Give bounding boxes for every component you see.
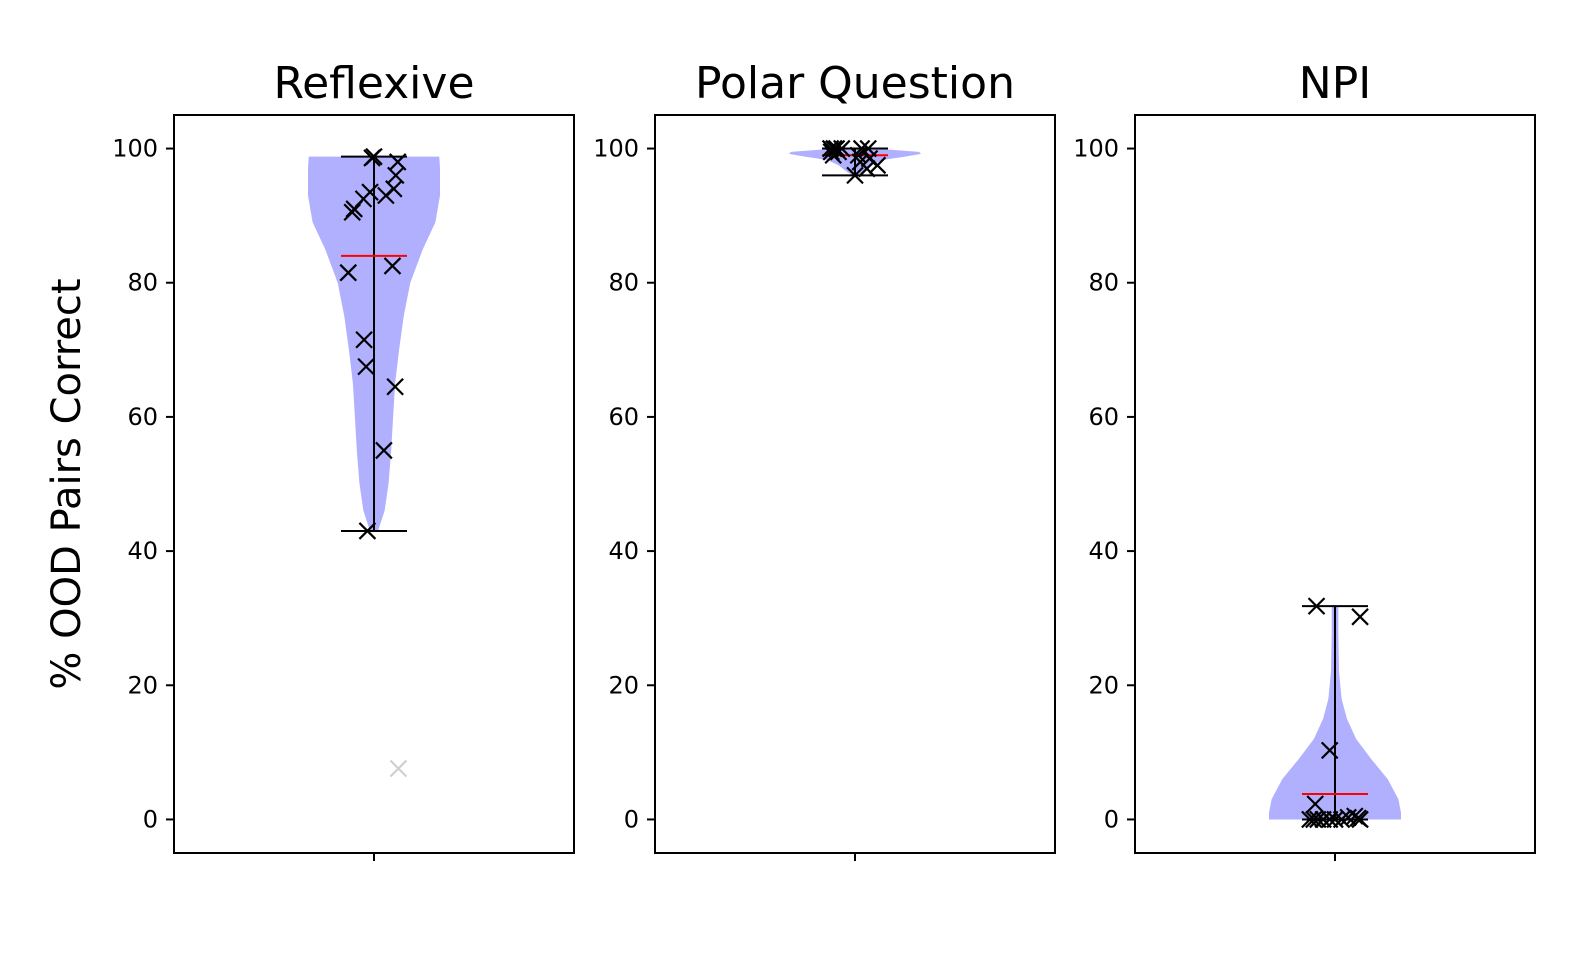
data-point	[849, 146, 868, 165]
y-tick-label: 100	[112, 135, 158, 163]
y-tick-label: 100	[1073, 135, 1119, 163]
chart-panels: Reflexive 0 20 40 60 80 100 Polar Question 0 20 40…	[112, 58, 1536, 861]
y-tick-label: 40	[1088, 537, 1119, 565]
data-point	[357, 357, 375, 376]
data-point	[1301, 810, 1319, 829]
data-point	[363, 149, 381, 167]
y-tick-label: 60	[608, 403, 639, 431]
y-tick-label: 60	[1088, 403, 1119, 431]
chart-panel-1: Polar Question 0 20 40 60 80 100	[593, 58, 1056, 861]
y-tick-label: 20	[1088, 671, 1119, 699]
y-tick-label: 100	[593, 135, 639, 163]
data-point	[383, 257, 402, 275]
y-tick-label: 0	[1104, 805, 1119, 833]
data-point	[343, 203, 361, 222]
data-point	[377, 186, 395, 205]
data-point	[858, 159, 876, 178]
data-point	[375, 441, 393, 460]
y-tick-label: 0	[143, 805, 158, 833]
y-tick-label: 80	[608, 269, 639, 297]
data-point	[355, 330, 373, 349]
data-point	[1351, 810, 1369, 829]
data-point	[824, 146, 842, 165]
y-tick-label: 60	[127, 403, 158, 431]
y-tick-label: 0	[624, 805, 639, 833]
data-point	[358, 522, 377, 540]
data-point	[389, 759, 408, 778]
data-point	[1320, 741, 1339, 760]
y-tick-label: 40	[127, 537, 158, 565]
data-point	[1351, 608, 1369, 626]
y-tick-label: 20	[608, 671, 639, 699]
chart-title: Reflexive	[273, 58, 474, 109]
chart-panel-0: Reflexive 0 20 40 60 80 100	[112, 58, 575, 861]
data-point	[1326, 810, 1344, 829]
data-point	[829, 143, 848, 161]
y-tick-label: 80	[1088, 269, 1119, 297]
chart-panel-2: NPI 0 20 40 60 80 100	[1073, 58, 1536, 861]
y-axis-label: % OOD Pairs Correct	[44, 278, 90, 689]
chart-title: Polar Question	[695, 58, 1015, 109]
data-point	[1306, 795, 1324, 813]
data-point	[1307, 597, 1326, 615]
data-point	[386, 377, 404, 396]
y-tick-label: 20	[127, 671, 158, 699]
chart-title: NPI	[1299, 58, 1371, 109]
data-point	[1332, 810, 1351, 829]
data-point	[339, 263, 358, 282]
y-tick-label: 40	[608, 537, 639, 565]
data-point	[846, 166, 864, 185]
data-point	[868, 156, 887, 175]
y-tick-label: 80	[127, 269, 158, 297]
